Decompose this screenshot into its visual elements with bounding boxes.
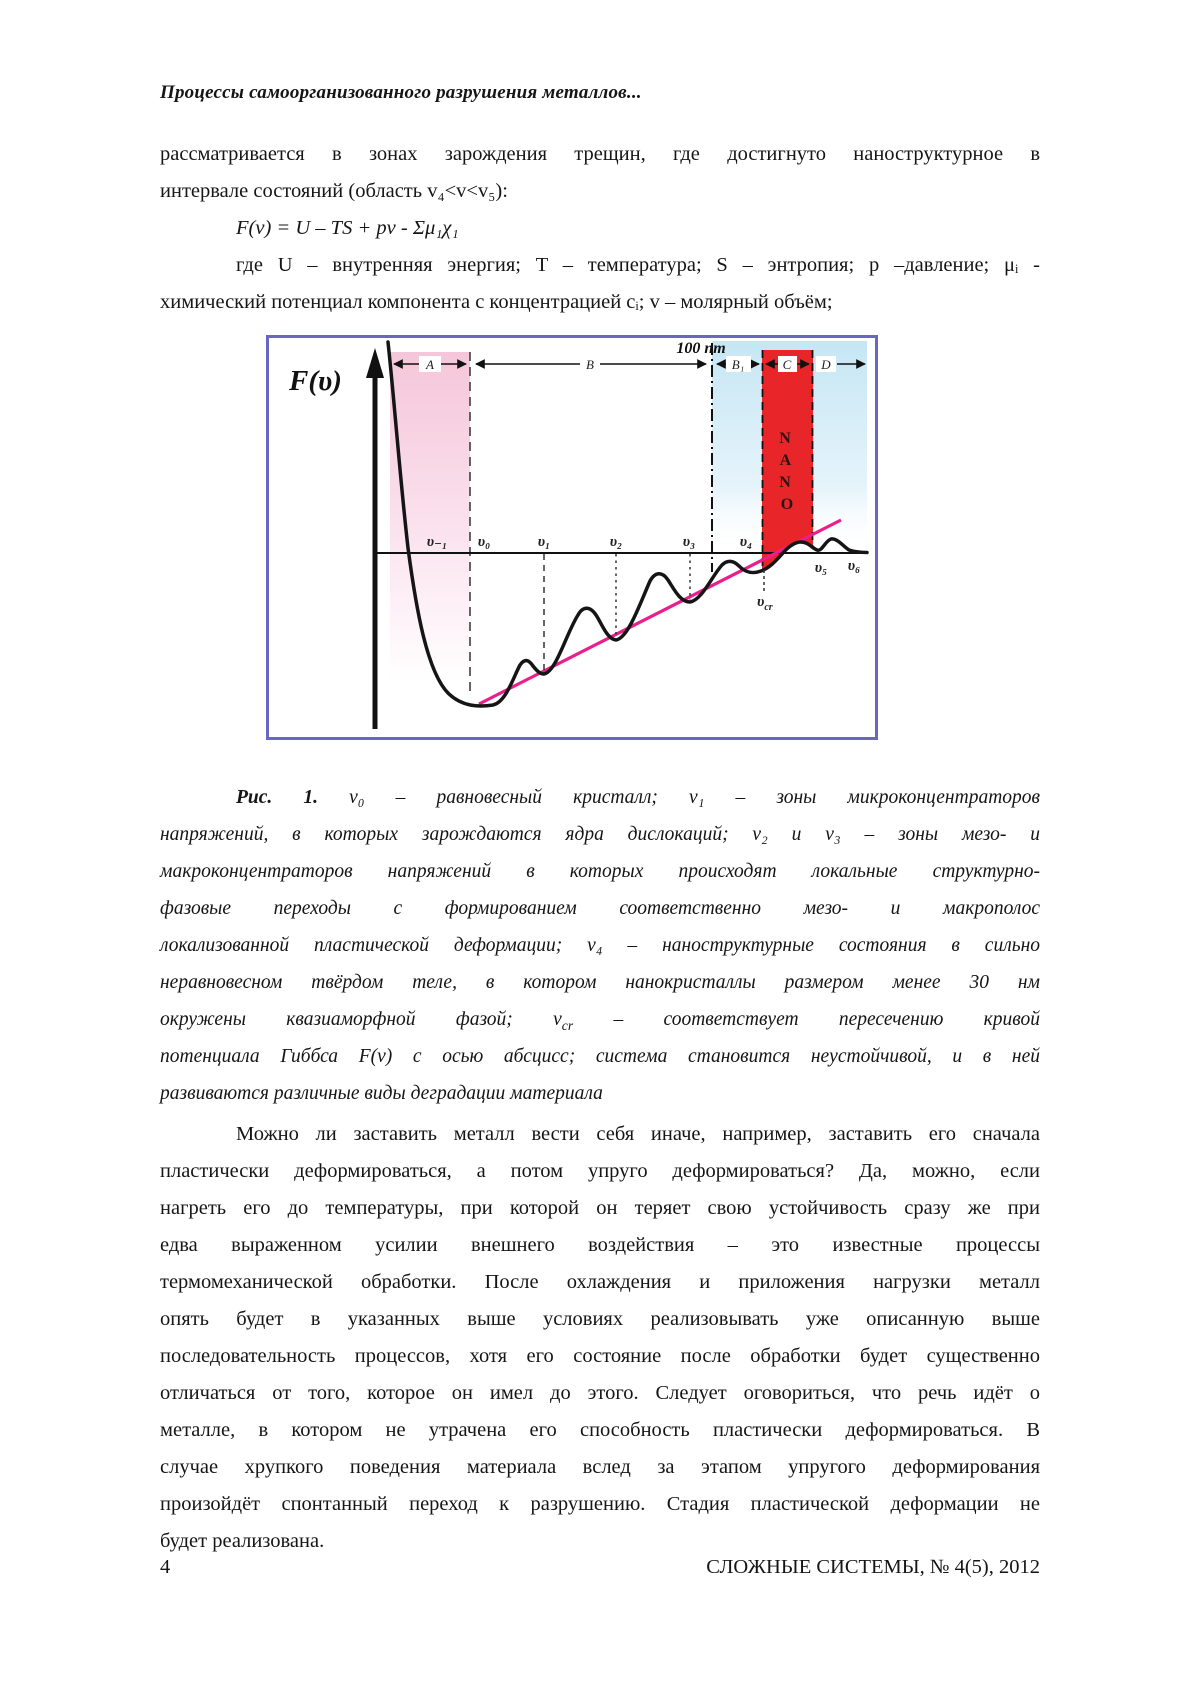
- body-line: едва выраженном усилии внешнего воздейст…: [160, 1234, 1040, 1256]
- caption-line: потенциала Гиббса F(v) с осью абсцисс; с…: [160, 1046, 1040, 1067]
- gibbs-potential-chart: N A N O: [288, 340, 869, 729]
- caption-line: Рис. 1. v₀ – равновесный кристалл; v₁ – …: [236, 787, 1040, 808]
- tick-v2: υ₂: [610, 534, 623, 550]
- caption-line: фазовые переходы с формированием соответ…: [160, 898, 1040, 919]
- zone-b1-label: B₁: [732, 357, 744, 372]
- caption-line: напряжений, в которых зарождаются ядра д…: [160, 824, 1040, 845]
- tick-v4: υ₄: [740, 534, 753, 550]
- zone-a-shading: [390, 352, 470, 682]
- body-line: нагреть его до температуры, при которой …: [160, 1197, 1040, 1219]
- caption-line: окружены квазиаморфной фазой; vcr – соот…: [160, 1009, 1040, 1033]
- body-line: будет реализована.: [160, 1530, 325, 1552]
- minima-droplines: [543, 554, 765, 672]
- intro-line: рассматривается в зонах зарождения трещи…: [160, 143, 1040, 165]
- intro-line: химический потенциал компонента с концен…: [160, 291, 833, 313]
- nano-band: [762, 350, 813, 571]
- figure-caption: Рис. 1. v₀ – равновесный кристалл; v₁ – …: [160, 779, 1040, 1112]
- figure-1-frame: N A N O: [266, 335, 878, 740]
- tick-v3: υ₃: [683, 534, 696, 550]
- intro-line: где U – внутренняя энергия; T – температ…: [236, 254, 1040, 276]
- zone-label-boxes: [419, 356, 836, 372]
- running-head: Процессы самоорганизованного разрушения …: [160, 82, 642, 103]
- tick-v1: υ₁: [538, 534, 551, 550]
- zone-a-label: A: [425, 357, 434, 372]
- body-line: случае хрупкого поведения материала всле…: [160, 1456, 1040, 1478]
- body-paragraph: Можно ли заставить металл вести себя ина…: [160, 1116, 1040, 1560]
- formula-gibbs-potential: F(v) = U – TS + pv - Σμ₁χ₁: [236, 217, 459, 239]
- tick-vcr: υcr: [757, 594, 773, 613]
- scale-label: 100 nm: [676, 340, 725, 357]
- caption-line: неравновесном твёрдом теле, в котором на…: [160, 972, 1040, 993]
- caption-line: макроконцентраторов напряжений в которых…: [160, 861, 1040, 882]
- body-line: произойдёт спонтанный переход к разрушен…: [160, 1493, 1040, 1515]
- zone-d-label: D: [820, 357, 831, 372]
- caption-line: развиваются различные виды деградации ма…: [160, 1083, 603, 1104]
- tick-v0: υ₀: [478, 534, 491, 550]
- caption-label: Рис. 1.: [236, 787, 318, 808]
- intro-line: интервале состояний (область v₄<v<v₅):: [160, 180, 508, 202]
- body-line: пластически деформироваться, а потом упр…: [160, 1160, 1040, 1182]
- body-line: металле, в котором не утрачена его спосо…: [160, 1419, 1040, 1441]
- zone-c-label: C: [783, 357, 792, 372]
- page-number: 4: [160, 1556, 171, 1578]
- body-line: Можно ли заставить металл вести себя ина…: [236, 1123, 1040, 1145]
- intro-paragraph: рассматривается в зонах зарождения трещи…: [160, 136, 1040, 321]
- nano-band-label: N A N O: [779, 430, 795, 513]
- body-line: последовательность процессов, хотя его с…: [160, 1345, 1040, 1367]
- caption-line: локализованной пластической деформации; …: [160, 935, 1040, 956]
- body-line: опять будет в указанных выше условиях ре…: [160, 1308, 1040, 1330]
- y-axis-label: F(υ): [288, 365, 342, 397]
- tick-v5: υ₅: [815, 560, 828, 576]
- tick-v6: υ₆: [848, 558, 861, 574]
- body-line: термомеханической обработки. После охлаж…: [160, 1271, 1040, 1293]
- journal-footer: СЛОЖНЫЕ СИСТЕМЫ, № 4(5), 2012: [706, 1556, 1040, 1578]
- potential-curve: [386, 340, 869, 708]
- y-axis-arrowhead: [366, 348, 384, 378]
- tick-v-minus1: υ₋₁: [427, 534, 448, 550]
- zone-b-label: B: [586, 357, 594, 372]
- body-line: отличаться от того, которое он имел до э…: [160, 1382, 1040, 1404]
